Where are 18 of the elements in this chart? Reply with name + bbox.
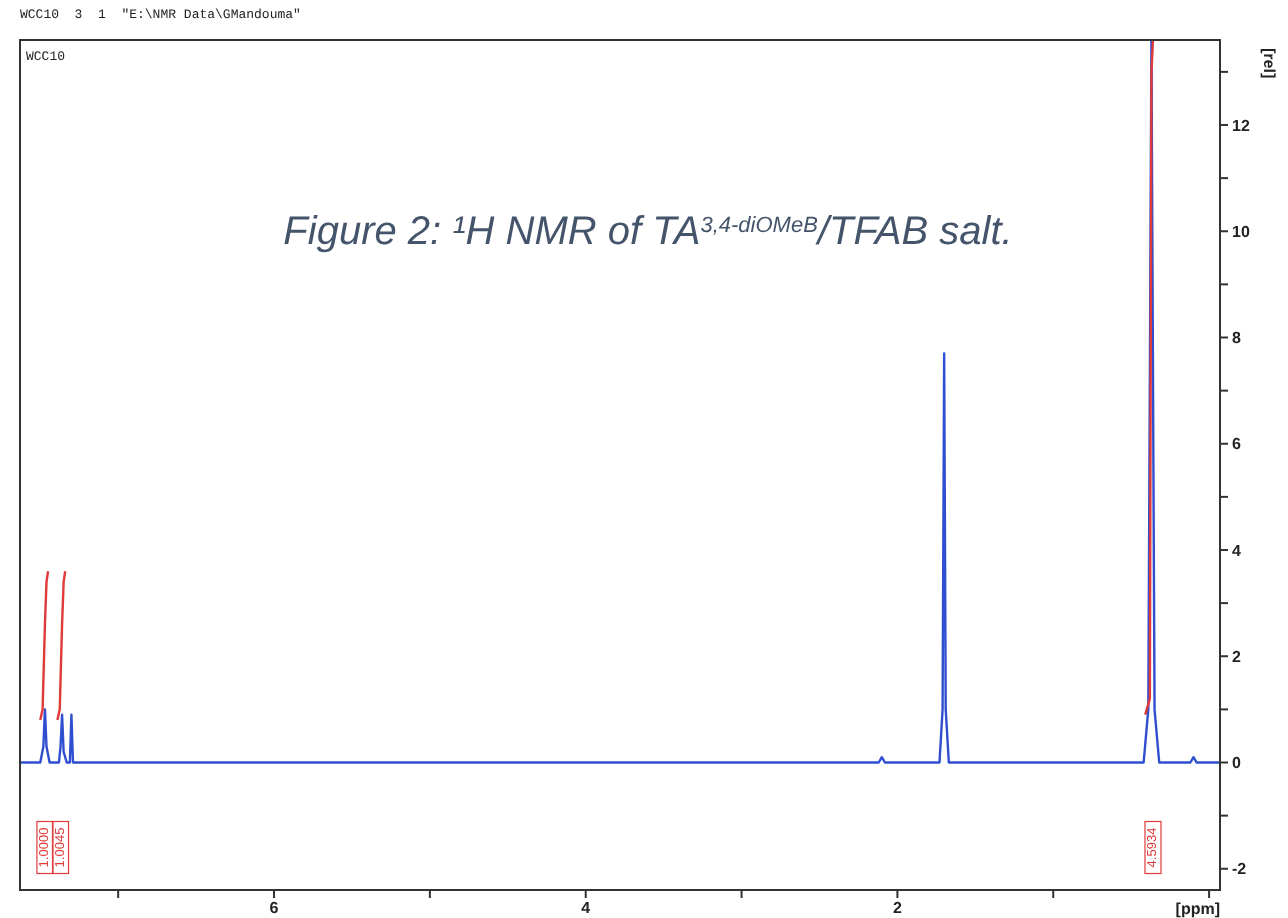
x-tick-label: 4 xyxy=(581,899,592,918)
y-axis-title: [rel] xyxy=(1260,48,1278,79)
y-tick-label: -2 xyxy=(1232,860,1248,879)
y-tick-label: 8 xyxy=(1232,329,1242,348)
x-axis-title: [ppm] xyxy=(1175,900,1221,918)
y-tick-label: 2 xyxy=(1232,647,1242,666)
y-tick-label: 10 xyxy=(1232,222,1251,241)
y-tick-label: 6 xyxy=(1232,435,1242,454)
y-tick-label: 12 xyxy=(1232,116,1251,135)
x-tick-label: 2 xyxy=(892,899,903,918)
y-tick-label: 0 xyxy=(1232,754,1242,773)
text: Figure 2: ¹H NMR of TA$^{3,4-diOMeB}$/TFAB salt. xyxy=(283,210,1013,254)
y-tick-label: 4 xyxy=(1232,541,1242,560)
line-series xyxy=(39,570,50,722)
line-series xyxy=(56,570,67,722)
line-series xyxy=(1143,40,1155,716)
line-series xyxy=(20,40,1220,764)
x-tick-label: 6 xyxy=(269,899,280,918)
